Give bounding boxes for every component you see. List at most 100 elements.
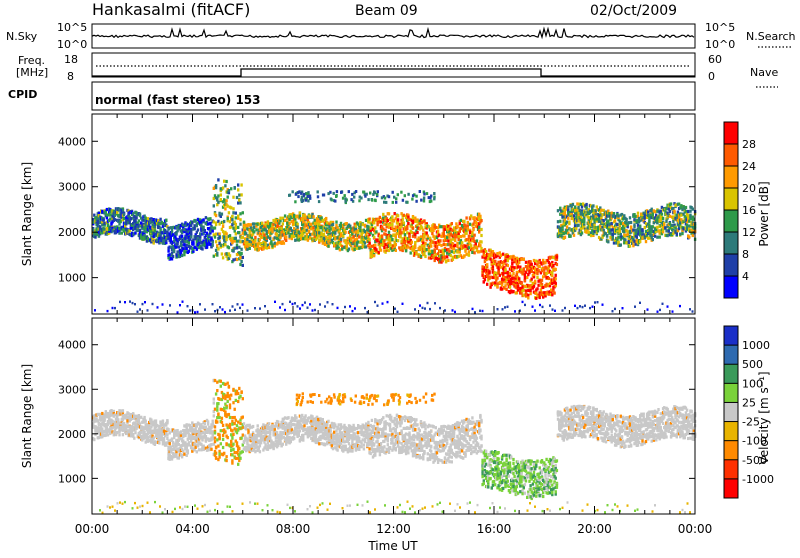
echo-cell bbox=[299, 211, 301, 214]
echo-cell bbox=[147, 217, 149, 220]
echo-cell bbox=[526, 276, 528, 279]
echo-cell bbox=[228, 246, 230, 249]
echo-cell bbox=[585, 231, 587, 234]
echo-cell bbox=[574, 224, 576, 227]
echo-cell bbox=[420, 235, 422, 238]
echo-cell bbox=[486, 283, 488, 286]
echo-cell bbox=[222, 225, 224, 228]
echo-cell bbox=[561, 225, 563, 228]
echo-cell bbox=[645, 230, 647, 233]
echo-cell bbox=[264, 305, 266, 307]
echo-cell bbox=[492, 276, 494, 279]
echo-cell bbox=[152, 303, 154, 305]
echo-cell bbox=[647, 210, 649, 213]
echo-cell bbox=[294, 239, 296, 242]
echo-cell bbox=[175, 245, 177, 248]
echo-cell bbox=[494, 260, 496, 263]
echo-cell bbox=[567, 217, 569, 220]
echo-cell bbox=[549, 256, 551, 259]
echo-cell bbox=[496, 282, 498, 285]
echo-cell bbox=[376, 223, 378, 226]
echo-cell bbox=[365, 219, 367, 222]
echo-cell bbox=[118, 227, 120, 230]
echo-cell bbox=[627, 233, 629, 236]
echo-cell bbox=[529, 292, 531, 295]
echo-cell bbox=[388, 238, 390, 241]
echo-cell bbox=[422, 307, 424, 309]
echo-cell bbox=[381, 234, 383, 237]
echo-cell bbox=[282, 222, 284, 225]
colorbar-segment bbox=[724, 254, 738, 277]
echo-cell bbox=[116, 414, 118, 417]
echo-cell bbox=[672, 215, 674, 218]
echo-cell bbox=[532, 306, 534, 308]
echo-cell bbox=[531, 270, 533, 273]
colorbar-segment bbox=[724, 188, 738, 211]
echo-cell bbox=[224, 311, 226, 313]
echo-cell bbox=[589, 210, 591, 213]
echo-cell bbox=[138, 219, 140, 222]
echo-cell bbox=[527, 289, 529, 292]
echo-cell bbox=[215, 240, 217, 243]
echo-cell bbox=[157, 306, 159, 308]
echo-cell bbox=[497, 270, 499, 273]
echo-cell bbox=[236, 244, 238, 247]
echo-cell bbox=[407, 222, 409, 225]
echo-cell bbox=[681, 208, 683, 211]
echo-cell bbox=[215, 223, 217, 226]
echo-cell bbox=[478, 229, 480, 232]
echo-cell bbox=[588, 231, 590, 234]
echo-cell bbox=[234, 186, 236, 189]
echo-cell bbox=[380, 249, 382, 252]
echo-cell bbox=[209, 222, 211, 225]
echo-cell bbox=[237, 215, 239, 218]
echo-cell bbox=[344, 306, 346, 308]
echo-cell bbox=[139, 213, 141, 216]
echo-cell bbox=[239, 263, 241, 266]
echo-cell bbox=[617, 214, 619, 217]
echo-cell bbox=[161, 221, 163, 224]
echo-cell bbox=[215, 249, 217, 252]
echo-cell bbox=[393, 196, 395, 199]
echo-cell bbox=[654, 210, 656, 213]
colorbar-tick-label: 4 bbox=[742, 270, 749, 283]
echo-cell bbox=[651, 209, 653, 212]
echo-cell bbox=[592, 306, 594, 308]
echo-cell bbox=[537, 284, 539, 287]
echo-cell bbox=[261, 222, 263, 225]
echo-cell bbox=[326, 221, 328, 224]
echo-cell bbox=[159, 218, 161, 221]
echo-cell bbox=[356, 247, 358, 250]
echo-cell bbox=[460, 219, 462, 222]
echo-cell bbox=[481, 265, 483, 268]
echo-cell bbox=[268, 246, 270, 249]
echo-cell bbox=[551, 282, 553, 285]
echo-cell bbox=[542, 306, 544, 308]
echo-cell bbox=[507, 259, 509, 262]
echo-cell bbox=[511, 259, 513, 262]
echo-cell bbox=[387, 219, 389, 222]
echo-cell bbox=[222, 308, 224, 310]
echo-cell bbox=[355, 230, 357, 233]
echo-cell bbox=[209, 217, 211, 220]
echo-cell bbox=[550, 288, 552, 291]
echo-cell bbox=[225, 180, 227, 183]
echo-cell bbox=[470, 214, 472, 217]
echo-cell bbox=[468, 250, 470, 253]
echo-cell bbox=[501, 284, 503, 287]
echo-cell bbox=[154, 229, 156, 232]
echo-cell bbox=[229, 309, 231, 311]
echo-cell bbox=[443, 243, 445, 246]
echo-cell bbox=[639, 302, 641, 304]
echo-cell bbox=[231, 237, 233, 240]
ytick-label: 3000 bbox=[58, 181, 86, 194]
echo-cell bbox=[442, 249, 444, 252]
echo-cell bbox=[239, 223, 241, 226]
echo-cell bbox=[523, 258, 525, 261]
echo-cell bbox=[216, 252, 218, 255]
echo-cell bbox=[437, 252, 439, 255]
echo-cell bbox=[101, 223, 103, 226]
echo-cell bbox=[628, 241, 630, 244]
echo-cell bbox=[648, 219, 650, 222]
echo-cell bbox=[418, 236, 420, 239]
